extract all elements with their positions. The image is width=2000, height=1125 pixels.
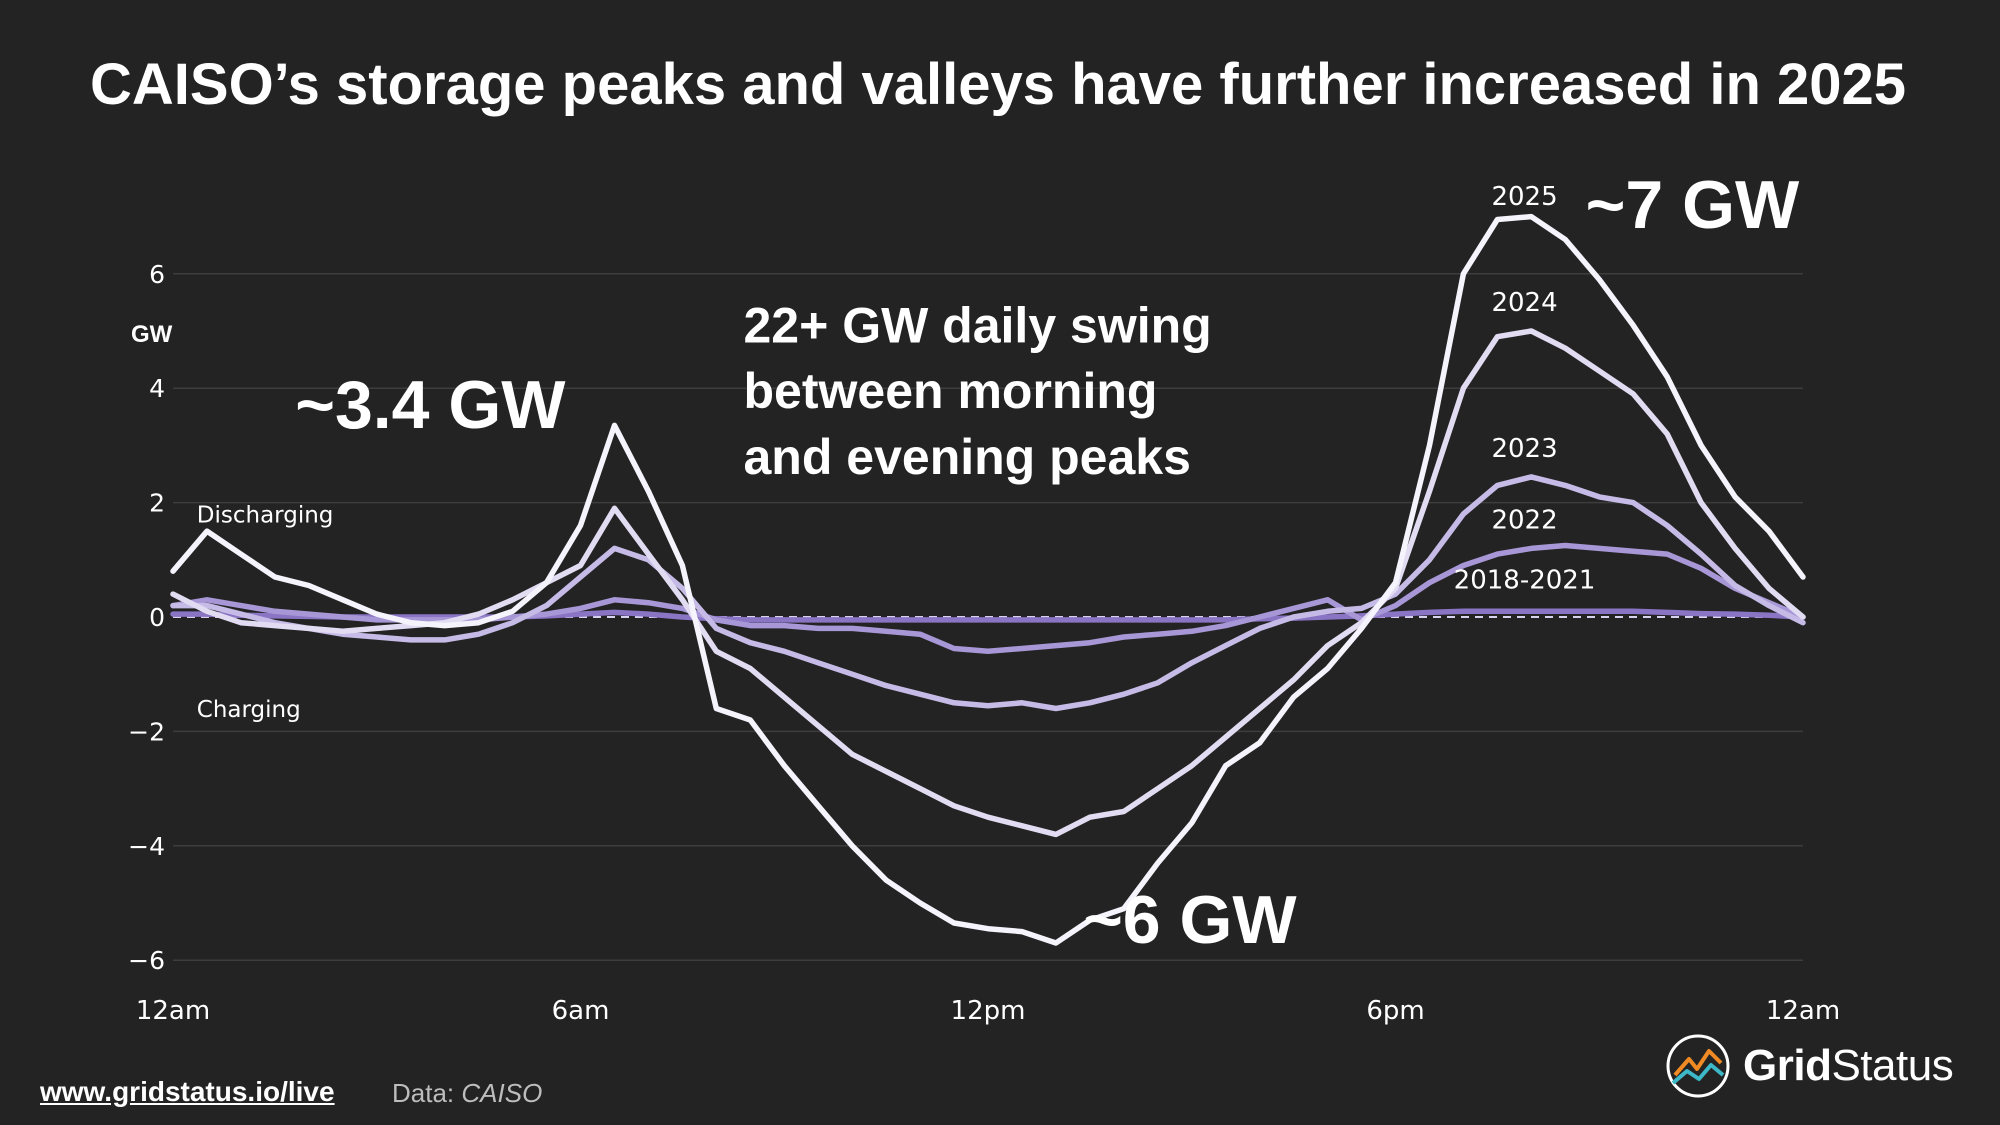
swing-annotation-line: 22+ GW daily swing — [744, 297, 1212, 353]
y-tick-label: 6 — [149, 260, 165, 289]
data-source-prefix: Data: — [392, 1078, 455, 1108]
x-tick-label: 12am — [1766, 996, 1840, 1026]
y-axis-label: GW — [131, 321, 173, 348]
x-tick-label: 6pm — [1366, 996, 1424, 1026]
grid-status-logo-text: GridStatus — [1743, 1041, 1954, 1090]
y-tick-label: −2 — [128, 717, 165, 746]
region-label-charging: Charging — [197, 697, 301, 723]
y-tick-label: −4 — [128, 832, 165, 861]
data-source: Data: CAISO — [392, 1078, 542, 1109]
peak-annotation: ~7 GW — [1586, 167, 1800, 243]
series-line-2023 — [170, 474, 1806, 712]
grid-status-logo-icon — [1666, 1034, 1730, 1098]
chart-title: CAISO’s storage peaks and valleys have f… — [90, 52, 1907, 117]
y-tick-label: 4 — [149, 374, 165, 403]
series-label-2022: 2022 — [1491, 505, 1557, 535]
series-label-2023: 2023 — [1491, 434, 1557, 464]
region-label-discharging: Discharging — [197, 503, 334, 529]
series-line-2022 — [170, 542, 1806, 655]
x-tick-label: 12am — [136, 996, 210, 1026]
data-source-name: CAISO — [461, 1078, 543, 1108]
swing-annotation-line: and evening peaks — [744, 429, 1191, 485]
x-tick-label: 6am — [552, 996, 610, 1026]
series-line-2024 — [170, 328, 1806, 838]
y-tick-label: 0 — [149, 603, 165, 632]
peak-annotation: ~3.4 GW — [295, 367, 566, 443]
series-line-2025 — [170, 213, 1806, 946]
gridstatus-live-link[interactable]: www.gridstatus.io/live — [40, 1076, 335, 1107]
chart-labels: 2018-2021 2022 2023 2024 2025 Discharging Char… — [197, 167, 1800, 958]
series-line-2018-2021 — [170, 608, 1806, 623]
y-tick-label: 2 — [149, 489, 165, 518]
y-tick-label: −6 — [128, 946, 165, 975]
x-tick-label: 12pm — [951, 996, 1026, 1026]
series-label-2024: 2024 — [1491, 288, 1557, 318]
peak-annotation: ~6 GW — [1083, 882, 1297, 958]
grid — [173, 273, 1803, 961]
series-lines — [170, 213, 1806, 946]
swing-annotation-line: between morning — [744, 363, 1158, 419]
series-label-2018-2021: 2018-2021 — [1454, 565, 1596, 595]
grid-status-logo: GridStatus — [1665, 1030, 1954, 1102]
axis-ticks: −6 −4 −2 0 2 4 6 GW 12am 6am 12pm 6pm 12am — [128, 260, 1840, 1026]
series-label-2025: 2025 — [1491, 182, 1557, 212]
